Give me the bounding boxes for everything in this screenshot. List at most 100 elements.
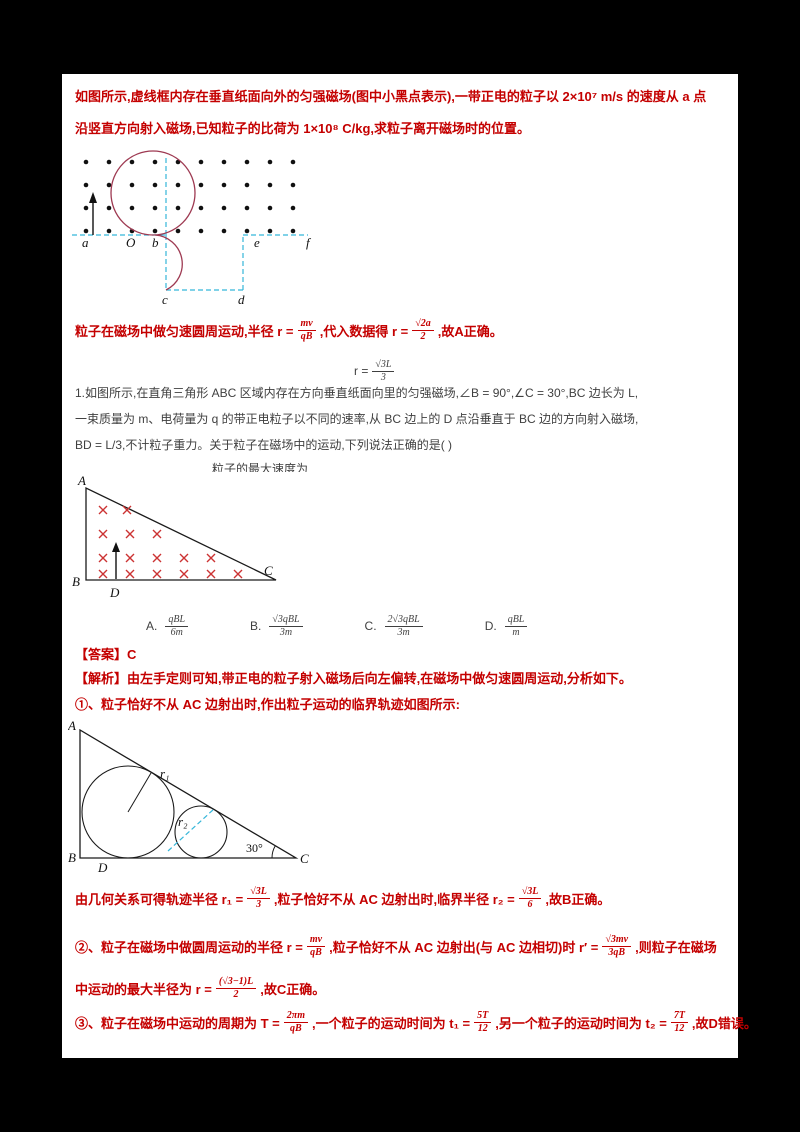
- label-C: C: [300, 851, 309, 866]
- analysis-point1-line: ①、粒子恰好不从 AC 边射出时,作出粒子运动的临界轨迹如图所示:: [75, 694, 460, 713]
- calc3-pre: 中运动的最大半径为 r =: [75, 981, 212, 997]
- label-D: D: [109, 585, 120, 600]
- fraction-numerator: √3L: [518, 886, 542, 899]
- problem2-line2-text: 一束质量为 m、电荷量为 q 的带正电粒子以不同的速率,从 BC 边上的 D 点…: [75, 412, 639, 426]
- radius-line-r1: [127, 772, 152, 813]
- calc3-post: ,故C正确。: [260, 981, 326, 997]
- fraction-numerator: qBL: [165, 614, 189, 627]
- fraction-numerator: 7T: [670, 1010, 688, 1023]
- figure-triangle-field-into-page: A B C D: [68, 472, 308, 612]
- calc1-mid: ,粒子恰好不从 AC 边射出时,临界半径 r₂ =: [273, 891, 515, 907]
- option-B-fraction: √3qBL 3m: [269, 614, 303, 638]
- analysis-calc-line4: ③、粒子在磁场中运动的周期为 T = 2πm qB ,一个粒子的运动时间为 t₁…: [75, 1006, 757, 1038]
- calc1-post: ,故B正确。: [545, 891, 611, 907]
- figure3-svg: A B C D r₁ r₂ 30°: [67, 718, 309, 875]
- fraction-numerator: 5T: [474, 1010, 492, 1023]
- calc4-pre: ③、粒子在磁场中运动的周期为 T =: [75, 1015, 280, 1031]
- label-A: A: [77, 473, 86, 488]
- trajectory-circle-r1: [81, 765, 175, 859]
- fraction-denominator: m: [512, 626, 520, 638]
- triangle-outline: [85, 486, 277, 581]
- velocity-arrow: [112, 542, 120, 579]
- label-D: D: [97, 860, 108, 875]
- fraction-denominator: 3m: [397, 626, 410, 638]
- fraction-denominator: 3: [256, 898, 262, 910]
- problem1-line1-text: 如图所示,虚线框内存在垂直纸面向外的匀强磁场(图中小黑点表示),一带正电的粒子以…: [75, 89, 707, 104]
- fraction-radius-value: √2a 2: [412, 318, 434, 342]
- problem2-line1-text: 1.如图所示,在直角三角形 ABC 区域内存在方向垂直纸面向里的匀强磁场,∠B …: [75, 386, 639, 400]
- analysis-text: 【解析】由左手定则可知,带正电的粒子射入磁场后向左偏转,在磁场中做匀速圆周运动,…: [75, 671, 632, 686]
- fraction-denominator: 3qB: [608, 946, 626, 958]
- field-boundary-dashed: [72, 156, 308, 291]
- fraction-numerator: 2√3qBL: [384, 614, 423, 627]
- label-d: d: [238, 292, 245, 306]
- option-A-label: A.: [146, 619, 158, 633]
- problem1-text-line2: 沿竖直方向射入磁场,已知粒子的比荷为 1×10⁸ C/kg,求粒子离开磁场时的位…: [75, 118, 530, 137]
- figure1-svg: a O b c d e f: [72, 150, 312, 307]
- solution-text-pre: 粒子在磁场中做匀速圆周运动,半径 r =: [75, 323, 294, 339]
- label-B: B: [68, 850, 76, 865]
- option-D-label: D.: [484, 619, 497, 633]
- fraction-numerator: mv: [297, 318, 316, 331]
- label-r1: r₁: [160, 766, 170, 781]
- option-C: C. 2√3qBL 3m: [365, 614, 427, 638]
- fraction-max-radius: (√3−1)L 2: [215, 976, 257, 1000]
- fraction-sqrt3L-3: √3L 3: [372, 359, 395, 383]
- fraction-numerator: (√3−1)L: [215, 976, 257, 989]
- fraction-r2: √3L 6: [518, 886, 542, 910]
- option-C-fraction: 2√3qBL 3m: [384, 614, 423, 638]
- figure-dot-grid-field: a O b c d e f: [68, 146, 318, 307]
- calc2-mid: ,粒子恰好不从 AC 边射出(与 AC 边相切)时 r′ =: [329, 939, 599, 955]
- fraction-numerator: √3qBL: [269, 614, 303, 627]
- calc2-pre: ②、粒子在磁场中做圆周运动的半径 r =: [75, 939, 303, 955]
- fraction-denominator: 12: [477, 1022, 488, 1034]
- angle-arc: [271, 845, 276, 859]
- label-r2: r₂: [178, 814, 188, 829]
- fraction-denominator: qB: [310, 946, 322, 958]
- label-c: c: [162, 292, 168, 306]
- answer-line: 【答案】C: [75, 644, 136, 663]
- fraction-denominator: qB: [290, 1022, 302, 1034]
- analysis-calc-line3: 中运动的最大半径为 r = (√3−1)L 2 ,故C正确。: [75, 972, 325, 1004]
- velocity-arrow: [89, 192, 97, 235]
- formula-pre: r =: [354, 364, 369, 378]
- fraction-period: 2πm qB: [283, 1010, 309, 1034]
- option-B-label: B.: [250, 619, 262, 633]
- option-B: B. √3qBL 3m: [250, 614, 307, 638]
- label-e: e: [254, 235, 260, 250]
- label-O: O: [126, 235, 136, 250]
- problem1-line2-text: 沿竖直方向射入磁场,已知粒子的比荷为 1×10⁸ C/kg,求粒子离开磁场时的位…: [75, 121, 531, 136]
- fraction-7T-12: 7T 12: [670, 1010, 688, 1034]
- label-a: a: [82, 235, 89, 250]
- fraction-numerator: √3mv: [602, 934, 632, 947]
- triangle-outline: [79, 728, 299, 859]
- fraction-denominator: 6m: [170, 626, 183, 638]
- fraction-mv-qB: mv qB: [306, 934, 326, 958]
- fraction-denominator: 2: [420, 330, 426, 342]
- analysis-calc-line1: 由几何关系可得轨迹半径 r₁ = √3L 3 ,粒子恰好不从 AC 边射出时,临…: [75, 882, 610, 914]
- option-D: D. qBL m: [485, 614, 532, 638]
- label-B: B: [72, 574, 80, 589]
- analysis-calc-line2: ②、粒子在磁场中做圆周运动的半径 r = mv qB ,粒子恰好不从 AC 边射…: [75, 930, 717, 962]
- calc4-post: ,故D错误。: [691, 1015, 757, 1031]
- problem1-solution-line: 粒子在磁场中做匀速圆周运动,半径 r = mv qB ,代入数据得 r = √2…: [75, 314, 503, 346]
- problem2-text-line3: BD = L/3,不计粒子重力。关于粒子在磁场中的运动,下列说法正确的是( ): [75, 436, 452, 453]
- options-row: A. qBL 6m B. √3qBL 3m C. 2√3qBL 3m: [146, 610, 531, 642]
- problem1-text-line1: 如图所示,虚线框内存在垂直纸面向外的匀强磁场(图中小黑点表示),一带正电的粒子以…: [75, 86, 706, 105]
- label-A: A: [68, 718, 76, 733]
- fraction-numerator: √2a: [412, 318, 434, 331]
- option-C-label: C.: [364, 619, 377, 633]
- fraction-denominator: 2: [233, 988, 239, 1000]
- fraction-denominator: 12: [674, 1022, 685, 1034]
- problem2-text-line1: 1.如图所示,在直角三角形 ABC 区域内存在方向垂直纸面向里的匀强磁场,∠B …: [75, 384, 638, 401]
- calc4-mid2: ,另一个粒子的运动时间为 t₂ =: [495, 1015, 667, 1031]
- analysis-line: 【解析】由左手定则可知,带正电的粒子射入磁场后向左偏转,在磁场中做匀速圆周运动,…: [75, 668, 632, 687]
- solution-text-post: ,故A正确。: [437, 323, 503, 339]
- solution-text-mid: ,代入数据得 r =: [319, 323, 409, 339]
- trajectory-large-circle: [110, 150, 196, 236]
- problem2-text-line2: 一束质量为 m、电荷量为 q 的带正电粒子以不同的速率,从 BC 边上的 D 点…: [75, 410, 638, 427]
- label-b: b: [152, 235, 159, 250]
- fraction-numerator: √3L: [247, 886, 270, 899]
- figure2-svg: A B C D: [72, 473, 277, 600]
